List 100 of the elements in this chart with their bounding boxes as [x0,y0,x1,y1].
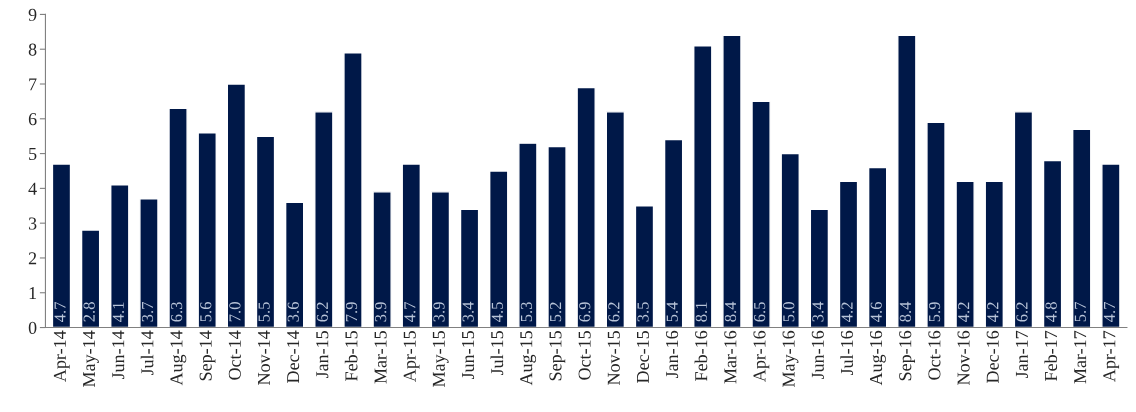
x-tick-label: May-14 [82,330,99,387]
bar [751,100,771,328]
data-label: 5.7 [1074,301,1086,322]
x-tick-label: Oct-15 [578,331,591,380]
data-label: 5.2 [550,302,562,322]
data-label: 4.2 [841,302,853,322]
data-label: 8.4 [724,301,737,322]
data-label: 6.2 [316,302,329,322]
y-tick-label: 8 [28,43,37,56]
bar [110,184,130,328]
x-tick-label: Jan-17 [1015,330,1028,379]
bar [372,191,392,328]
y-tick-label: 2 [28,252,37,265]
bar [459,208,480,328]
bar [867,166,888,328]
data-label: 4.2 [987,302,999,322]
y-tick-label: 6 [28,113,37,126]
x-tick-label: Aug-16 [870,330,886,386]
data-label: 5.4 [666,301,678,322]
data-label: 4.5 [491,302,503,322]
x-tick-label: Nov-16 [957,330,970,385]
bar [693,45,713,328]
x-tick-label: Feb-16 [694,330,708,381]
x-tick-label: Feb-17 [1044,330,1058,381]
x-tick-label: Apr-14 [53,330,70,382]
y-tick-label: 4 [28,182,37,195]
data-label: 6.3 [171,302,183,322]
y-tick-label: 3 [28,217,37,230]
data-label: 5.6 [200,301,212,322]
data-label: 4.7 [1103,301,1116,322]
data-label: 3.5 [637,302,649,322]
x-tick-label: Jun-15 [462,331,475,380]
data-label: 7.9 [345,302,358,322]
y-tick-label: 1 [29,287,37,300]
y-tick-label: 9 [28,8,37,21]
data-label: 3.6 [287,301,299,322]
data-label: 4.7 [54,301,66,322]
bar [343,51,363,328]
bar [51,163,72,328]
bar [1042,159,1063,328]
data-label: 6.5 [754,302,766,322]
data-label: 7.0 [229,302,241,322]
bar [1071,128,1092,328]
data-label: 4.6 [870,301,882,322]
x-tick-label: Jun-16 [811,330,824,380]
bar [780,152,800,328]
y-tick-label: 0 [28,321,37,334]
x-tick-label: May-15 [432,331,449,387]
data-label: 4.7 [404,301,416,322]
bar [168,107,188,328]
data-label: 4.2 [958,302,970,322]
x-tick-label: Apr-16 [753,330,770,382]
data-label: 5.0 [783,302,795,322]
data-label: 6.9 [579,302,591,322]
y-tick-label: 5 [29,148,37,161]
x-tick-label: Oct-16 [928,330,941,380]
data-label: 4.1 [112,302,125,322]
bar [255,135,276,328]
bar [1013,111,1034,328]
x-tick-label: Jul-16 [840,330,854,376]
bar [139,198,159,328]
data-label: 3.4 [812,301,824,322]
x-tick-label: Dec-14 [287,330,300,383]
x-tick-label: Jan-16 [666,330,679,379]
x-tick-label: Oct-14 [228,330,241,380]
x-tick-label: Jul-15 [490,331,504,376]
x-tick-label: Feb-15 [344,331,358,381]
bar [1101,163,1121,328]
bar [401,163,422,328]
bar [576,86,596,328]
data-label: 3.7 [141,301,154,322]
data-label: 8.4 [899,301,912,322]
data-label: 3.9 [433,302,445,322]
bar [488,170,509,328]
bar [430,191,451,328]
data-label: 5.9 [928,302,941,322]
bar [314,111,334,328]
data-label: 8.1 [695,302,708,322]
bar [284,201,305,328]
x-tick-label: Nov-15 [607,331,620,385]
bar [663,138,684,328]
x-tick-label: Mar-17 [1074,330,1087,384]
x-tick-label: May-16 [782,330,799,387]
bar [984,180,1005,328]
bar [955,180,975,328]
data-label: 6.2 [608,302,620,322]
bar [605,111,626,328]
x-tick-label: Mar-15 [374,331,387,384]
x-tick-label: Dec-16 [986,330,999,383]
data-label: 4.8 [1045,302,1057,322]
data-label: 3.9 [375,302,387,322]
x-tick-label: Sep-16 [899,330,916,381]
x-tick-label: Mar-16 [724,330,737,384]
bar [838,180,859,328]
y-tick-label: 7 [29,78,37,91]
x-tick-label: Dec-15 [636,331,649,383]
x-tick-label: Aug-14 [170,330,187,386]
data-label: 6.2 [1016,302,1028,322]
x-tick-label: Sep-15 [549,331,566,381]
x-tick-label: Apr-15 [403,331,420,382]
